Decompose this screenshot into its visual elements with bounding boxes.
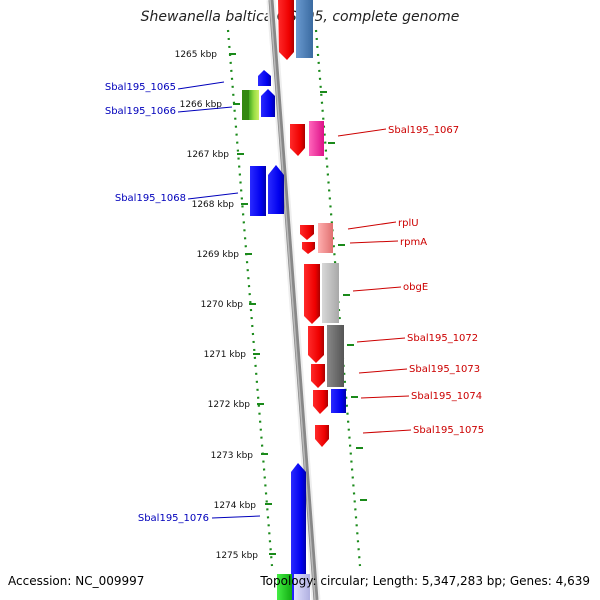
- gene-label-rplu[interactable]: rplU: [398, 218, 419, 229]
- tick-label: 1268 kbp: [192, 200, 235, 210]
- gene-box-bottom-green: [277, 574, 292, 600]
- gene-box-sbal195-1074: [331, 389, 346, 413]
- gene-box-sbal195-1066b: [249, 90, 259, 120]
- tick-label: 1267 kbp: [187, 150, 230, 160]
- tick-label: 1272 kbp: [208, 400, 251, 410]
- gene-box-top-steel: [296, 0, 313, 58]
- gene-arrow-sbal195-1074: [313, 390, 328, 414]
- gene-label-sbal195-1065[interactable]: Sbal195_1065: [105, 82, 176, 93]
- accession-text: Accession: NC_009997: [8, 574, 145, 588]
- gene-label-sbal195-1075[interactable]: Sbal195_1075: [413, 425, 484, 436]
- gene-label-rpma[interactable]: rpmA: [400, 237, 427, 248]
- gene-arrow-sbal195-1073: [311, 364, 325, 388]
- gene-label-sbal195-1068[interactable]: Sbal195_1068: [115, 193, 186, 204]
- gene-arrow-obge: [304, 264, 320, 324]
- gene-label-sbal195-1074[interactable]: Sbal195_1074: [411, 391, 482, 402]
- tick-labels: 1265 kbp 1266 kbp 1267 kbp 1268 kbp 1269…: [175, 50, 259, 561]
- gene-arrow-sbal195-1075: [315, 425, 329, 447]
- gene-box-obge: [322, 263, 339, 323]
- gene-box-sbal195-1072-1073: [327, 325, 344, 387]
- tick-label: 1275 kbp: [216, 551, 259, 561]
- gene-label-sbal195-1072[interactable]: Sbal195_1072: [407, 333, 478, 344]
- gene-arrow-top-red: [278, 0, 294, 60]
- forward-genes: [242, 70, 306, 600]
- topology-info: Topology: circular; Length: 5,347,283 bp…: [260, 574, 590, 588]
- gene-arrow-sbal195-1067: [290, 124, 305, 156]
- gene-label-sbal195-1073[interactable]: Sbal195_1073: [409, 364, 480, 375]
- ruler-tracks: [226, 29, 362, 567]
- gene-arrow-rplu: [300, 225, 314, 240]
- tick-label: 1273 kbp: [211, 451, 254, 461]
- tick-label: 1265 kbp: [175, 50, 218, 60]
- gene-box-bottom-lavender: [294, 574, 310, 600]
- gene-label-sbal195-1067[interactable]: Sbal195_1067: [388, 125, 459, 136]
- gene-box-sbal195-1066a: [242, 90, 249, 120]
- gene-arrow-sbal195-1065: [258, 70, 271, 86]
- tick-label: 1266 kbp: [180, 100, 223, 110]
- gene-label-sbal195-1076[interactable]: Sbal195_1076: [138, 513, 209, 524]
- reverse-genes: [277, 0, 346, 600]
- gene-labels[interactable]: Sbal195_1065 Sbal195_1066 Sbal195_1067 S…: [105, 82, 484, 524]
- gene-arrow-sbal195-1068: [268, 165, 284, 214]
- tick-marks: [229, 53, 367, 555]
- tick-label: 1271 kbp: [204, 350, 247, 360]
- gene-arrow-sbal195-1066: [261, 89, 275, 117]
- tick-label: 1269 kbp: [197, 250, 240, 260]
- gene-label-sbal195-1066[interactable]: Sbal195_1066: [105, 106, 176, 117]
- gene-arrow-sbal195-1072: [308, 326, 324, 363]
- tick-label: 1274 kbp: [214, 501, 257, 511]
- gene-arrow-rpma: [302, 242, 315, 254]
- gene-box-rplu-rpma: [318, 223, 333, 253]
- gene-box-sbal195-1068: [250, 166, 266, 216]
- gene-arrow-sbal195-1076: [291, 463, 306, 600]
- leader-lines: [177, 81, 412, 519]
- genome-backbone: [266, 0, 321, 600]
- gene-box-sbal195-1067: [309, 121, 324, 156]
- gene-label-obge[interactable]: obgE: [403, 282, 428, 293]
- tick-label: 1270 kbp: [201, 300, 244, 310]
